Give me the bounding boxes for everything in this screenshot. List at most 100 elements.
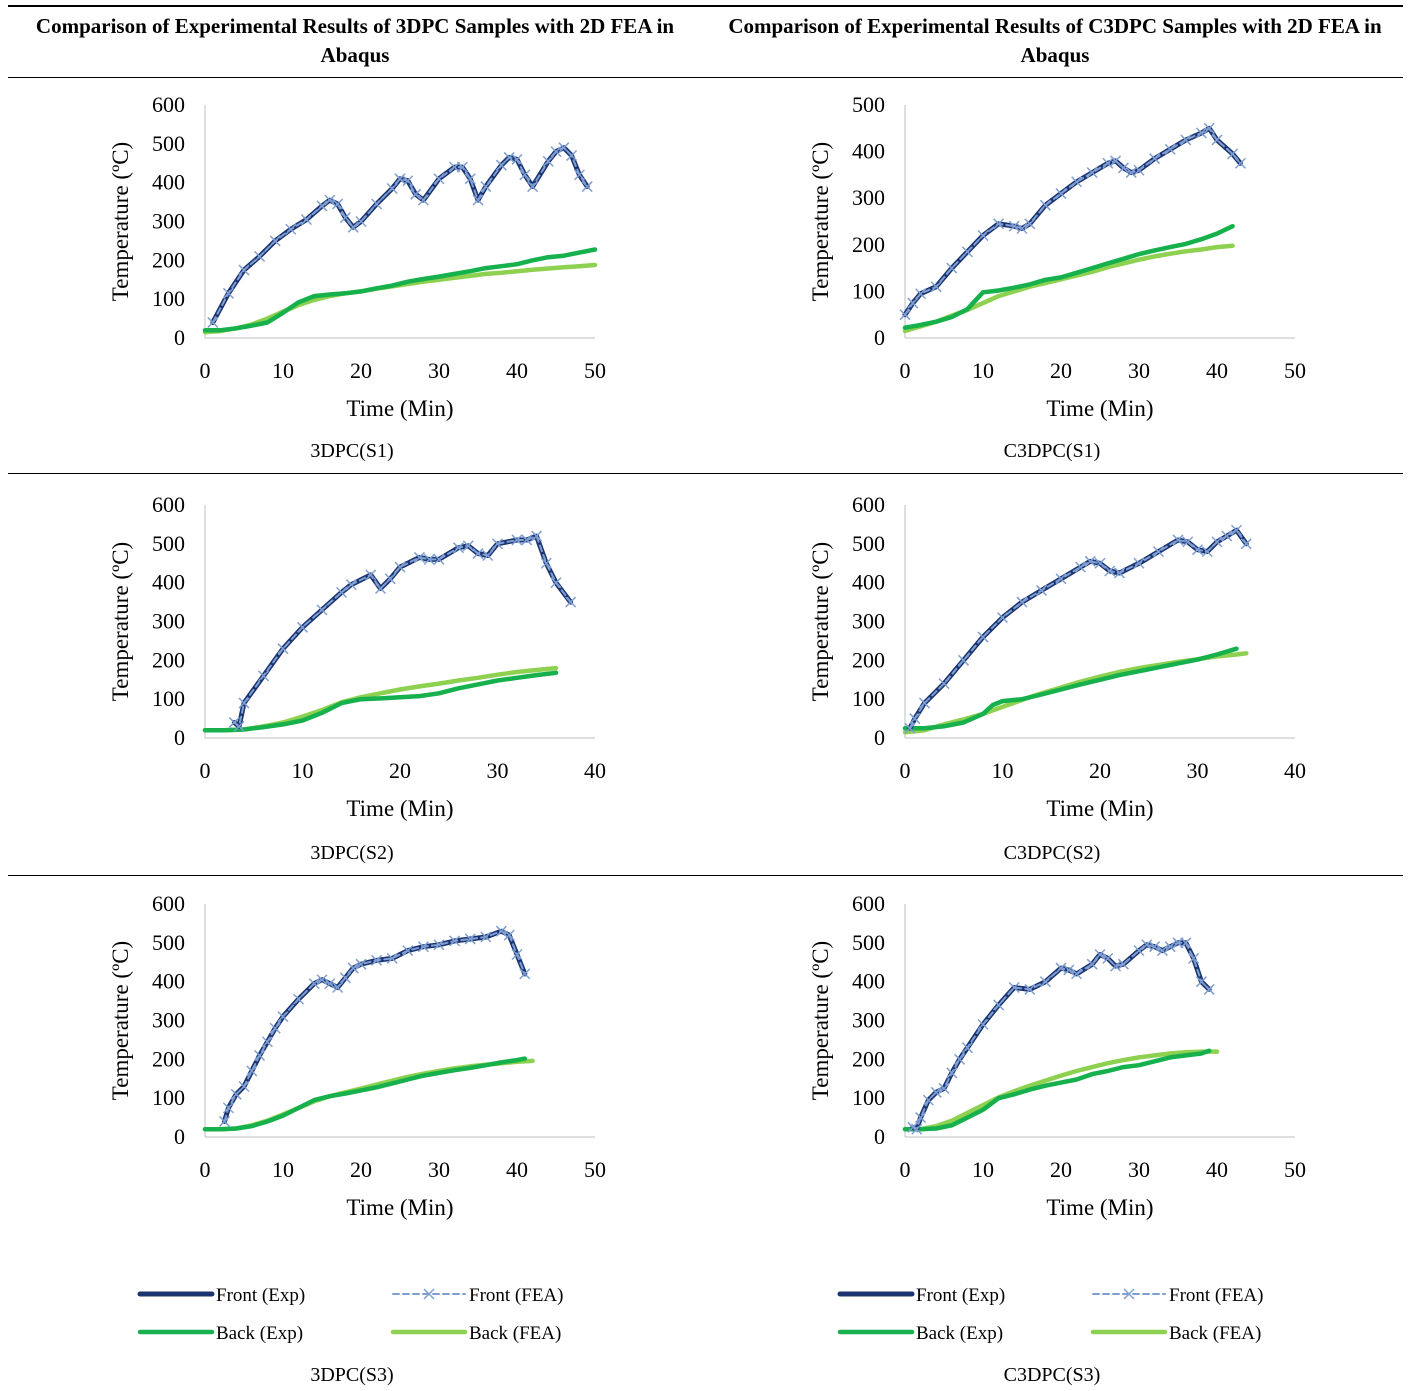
front-fea-point — [1172, 534, 1184, 546]
x-tick-label: 30 — [487, 758, 509, 783]
x-tick-label: 30 — [428, 358, 450, 383]
front-fea-point — [347, 962, 359, 974]
front-fea-point — [464, 933, 476, 945]
front-fea-point — [1172, 937, 1184, 949]
front-fea-point — [996, 612, 1009, 624]
front-fea-point — [542, 155, 554, 167]
legend-3dpc-svg: Front (Exp) Front (FEA) Back (Exp) Back (FE… — [137, 1285, 563, 1344]
y-tick-label: 100 — [852, 1085, 885, 1110]
series-line-front-exp — [902, 125, 1243, 318]
panel-c3dpc-s1: 0 100 200 300 400 500 0 10 20 30 40 50 Time (Min) Tem… — [700, 85, 1404, 430]
y-tick-label: 400 — [152, 570, 185, 595]
front-fea-point — [1164, 143, 1176, 155]
y-tick-label: 200 — [152, 1046, 185, 1071]
front-fea-point — [449, 161, 461, 173]
front-fea-point — [1063, 964, 1075, 976]
y-tick-label: 400 — [152, 170, 185, 195]
y-tick-label: 600 — [152, 92, 185, 117]
front-fea-point — [1024, 983, 1036, 995]
front-fea-point — [462, 540, 474, 552]
x-tick-label: 10 — [292, 758, 314, 783]
front-fea-point — [472, 194, 484, 206]
front-fea-point — [386, 182, 398, 195]
front-fea-point — [261, 1036, 273, 1048]
front-fea-point — [1234, 157, 1246, 169]
front-fea-point — [1180, 134, 1192, 146]
legend-label: Back (FEA) — [1169, 1323, 1261, 1344]
front-fea-point — [503, 929, 515, 941]
x-tick-label: 10 — [972, 1157, 994, 1182]
front-fea-point — [909, 713, 921, 725]
front-fea-point — [423, 553, 435, 565]
front-fea-point — [511, 948, 523, 961]
front-fea-point — [316, 604, 328, 616]
front-fea-point — [386, 952, 398, 964]
front-fea-point — [293, 993, 305, 1005]
series-line-back-fea — [902, 1049, 1220, 1132]
front-fea-point — [566, 149, 578, 162]
front-fea-point — [1191, 544, 1204, 556]
header-3dpc: Comparison of Experimental Results of 3D… — [35, 14, 675, 67]
legend-label: Back (FEA) — [469, 1323, 561, 1344]
legend-marker — [1123, 1288, 1135, 1300]
front-fea-point — [269, 1022, 281, 1034]
front-fea-point — [339, 212, 351, 224]
chart-c3dpc-s3: 0 100 200 300 400 500 600 0 10 20 30 40 50 Time (Min)… — [808, 891, 1306, 1220]
front-fea-point — [335, 586, 348, 598]
front-fea-point — [930, 281, 942, 293]
y-tick-label: 400 — [152, 969, 185, 994]
x-tick-label: 40 — [584, 758, 606, 783]
front-fea-point — [993, 218, 1005, 230]
front-fea-point — [1113, 567, 1126, 579]
caption-c3dpc-s1: C3DPC(S1) — [1003, 440, 1101, 462]
front-fea-point — [394, 561, 406, 573]
row-rule-1 — [8, 473, 1403, 474]
front-fea-point — [938, 1082, 950, 1094]
front-fea-point — [961, 1042, 973, 1054]
x-tick-label: 30 — [1187, 758, 1209, 783]
y-tick-label: 500 — [852, 531, 885, 556]
x-tick-label: 0 — [200, 758, 211, 783]
y-tick-label: 200 — [152, 647, 185, 672]
front-fea-point — [433, 553, 445, 565]
front-fea-point — [946, 1067, 958, 1079]
y-tick-label: 600 — [152, 891, 185, 916]
chart-3dpc-s2: 0 100 200 300 400 500 600 0 10 20 30 40 Time (Min) Te… — [108, 492, 606, 821]
front-fea-point — [254, 250, 266, 262]
front-fea-point — [573, 169, 585, 181]
x-tick-label: 0 — [900, 758, 911, 783]
y-tick-label: 200 — [852, 647, 885, 672]
x-tick-label: 10 — [992, 758, 1014, 783]
x-tick-label: 50 — [584, 1157, 606, 1182]
y-tick-label: 400 — [852, 570, 885, 595]
front-fea-point — [977, 631, 989, 643]
front-fea-point — [565, 596, 577, 608]
front-fea-point — [417, 194, 429, 206]
x-axis-title: Time (Min) — [346, 1195, 453, 1220]
y-axis-title: Temperature (ºC) — [808, 941, 833, 1100]
x-tick-label: 0 — [200, 358, 211, 383]
front-fea-point — [1201, 546, 1213, 558]
top-rule — [8, 5, 1403, 7]
chart-3dpc-s3: 0 100 200 300 400 500 600 0 10 20 30 40 50 Time (Min)… — [108, 891, 606, 1220]
front-fea-point — [285, 223, 297, 235]
front-fea-point — [918, 697, 931, 709]
front-fea-point — [1035, 584, 1048, 596]
front-fea-point — [355, 958, 367, 970]
front-fea-point — [246, 1065, 258, 1077]
front-fea-point — [413, 551, 426, 563]
front-fea-point — [233, 720, 245, 732]
panel-c3dpc-s2: 0 100 200 300 400 500 600 0 10 20 30 40 Time (Min) Te… — [700, 485, 1404, 830]
front-fea-point — [1221, 530, 1233, 542]
front-fea-point — [1230, 524, 1243, 536]
front-fea-point — [1164, 941, 1176, 953]
series-line-front-exp — [907, 527, 1249, 731]
front-fea-point — [1039, 976, 1051, 988]
x-tick-label: 40 — [1206, 1157, 1228, 1182]
front-fea-point — [374, 582, 387, 595]
y-tick-label: 300 — [152, 1008, 185, 1033]
y-tick-label: 100 — [852, 686, 885, 711]
front-fea-point — [915, 288, 927, 300]
front-fea-point — [332, 198, 344, 210]
series-line-back-exp — [202, 670, 559, 733]
